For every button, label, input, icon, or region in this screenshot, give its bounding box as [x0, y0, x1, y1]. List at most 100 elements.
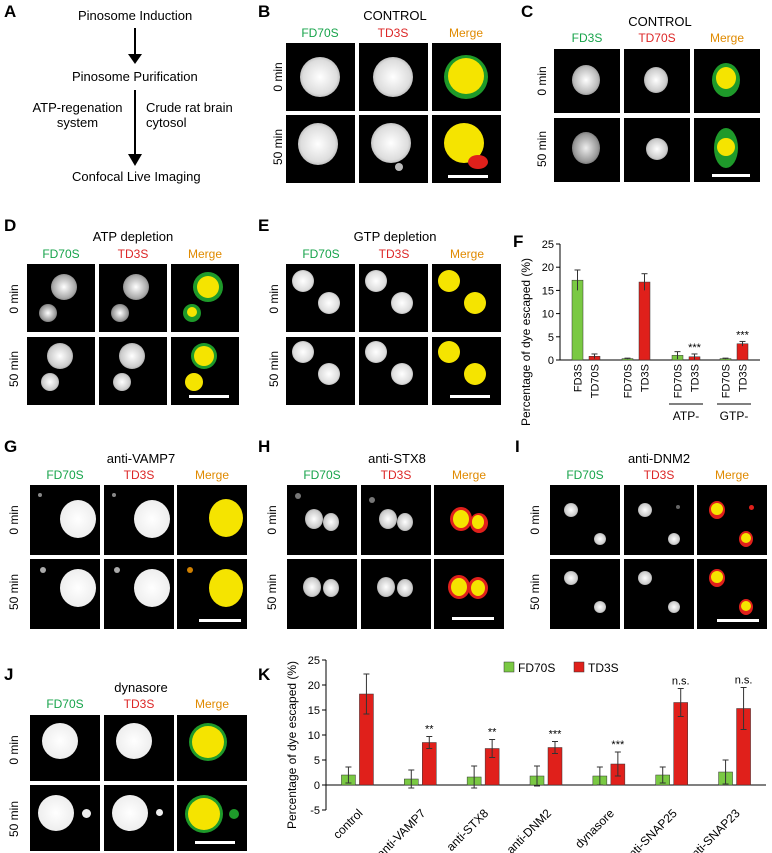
panel-g-channel-3: Merge	[194, 468, 229, 482]
panel-j-title: dynasore	[114, 680, 168, 695]
flow-note-atp-regeneration: ATP-regenation system	[30, 100, 125, 130]
panel-g-channel-1: FD70S	[46, 468, 84, 482]
chart-k-legend-swatch-td3s	[573, 661, 585, 673]
panel-e-image-r1-c1	[286, 264, 355, 332]
panel-j-image-r1-c3	[177, 715, 247, 781]
chart-f-bar-label: TD3S	[690, 364, 702, 392]
panel-b-scalebar	[448, 175, 488, 178]
panel-h-channel-2: TD3S	[380, 468, 412, 482]
chart-k: -5 0 5 10 15 20 25 Percentage of dye escaped (%…	[285, 655, 766, 853]
chart-k-y-tick-label: 20	[308, 680, 320, 692]
flow-note-cytosol-line1: Crude rat brain	[146, 100, 233, 115]
chart-f-bar-label: FD70S	[673, 364, 685, 398]
panel-label-d: D	[4, 216, 17, 235]
flow-note-cytosol-line2: cytosol	[146, 115, 187, 130]
panel-j-row-50min: 50 min	[7, 800, 21, 838]
chart-k-category-label: anti-STX8	[444, 806, 492, 853]
flow-step-pinosome-purification: Pinosome Purification	[72, 69, 198, 84]
panel-b-channel-1: FD70S	[301, 26, 339, 40]
panel-g-image-r1-c2	[104, 485, 174, 555]
chart-k-legend-swatch-fd70s	[503, 661, 515, 673]
panel-i-image-r1-c3	[697, 485, 767, 555]
chart-k-category-label: anti-VAMP7	[374, 806, 429, 853]
panel-label-e: E	[258, 216, 270, 235]
panel-label-c: C	[521, 2, 534, 21]
chart-k-significance: ***	[549, 729, 563, 741]
panel-i-row-50min: 50 min	[528, 573, 542, 611]
panel-h-image-r1-c1	[287, 485, 357, 555]
flow-step-pinosome-induction: Pinosome Induction	[78, 8, 193, 23]
panel-i-image-r2-c3	[697, 559, 767, 629]
chart-f-bar-label: FD70S	[623, 364, 635, 398]
panel-b-image-r2-c1	[286, 115, 355, 183]
panel-g-image-r1-c3	[177, 485, 247, 555]
panel-g-title: anti-VAMP7	[106, 451, 176, 466]
panel-c-title: CONTROL	[628, 14, 692, 29]
panel-b-image-r1-c3	[432, 43, 501, 111]
panel-h-image-r2-c1	[287, 559, 357, 629]
chart-k-significance: **	[425, 724, 434, 736]
panel-b-channel-3: Merge	[448, 26, 483, 40]
flow-arrow-1	[128, 28, 142, 64]
chart-k-y-tick-label: 15	[308, 705, 320, 717]
panel-c-image-r2-c2	[624, 118, 690, 182]
chart-f-y-tick-label: 0	[548, 355, 554, 367]
panel-label-f: F	[513, 232, 524, 251]
panel-c-image-r2-c1	[554, 118, 620, 182]
panel-i-image-r1-c1	[550, 485, 620, 555]
panel-b-image-r2-c3	[432, 115, 501, 183]
panel-b-title: CONTROL	[363, 8, 427, 23]
panel-j-image-r2-c2	[104, 785, 174, 851]
panel-g-row-50min: 50 min	[7, 573, 21, 611]
panel-g-image-r1-c1	[30, 485, 100, 555]
chart-k-category-label: anti-DNM2	[504, 806, 555, 853]
panel-c-channel-3: Merge	[709, 31, 744, 45]
panel-h-image-r2-c3	[434, 559, 504, 629]
panel-i-channel-2: TD3S	[643, 468, 675, 482]
panel-e-scalebar	[450, 395, 490, 398]
chart-k-legend-label-td3s: TD3S	[588, 661, 619, 675]
panel-c-channel-2: TD70S	[638, 31, 676, 45]
panel-e-image-r2-c2	[359, 337, 428, 405]
panel-b-image-r1-c2	[359, 43, 428, 111]
chart-f-bar-label: FD70S	[721, 364, 733, 398]
chart-k-y-axis-label: Percentage of dye escaped (%)	[285, 661, 299, 829]
panel-d-image-r2-c2	[99, 337, 167, 405]
chart-k-significance: **	[488, 727, 497, 739]
chart-f-bar-label: TD3S	[640, 364, 652, 392]
panel-e-channel-3: Merge	[449, 247, 484, 261]
panel-h-row-0min: 0 min	[265, 505, 279, 535]
chart-k-category-label: dynasore	[572, 806, 617, 851]
chart-k-y-tick-label: 10	[308, 730, 320, 742]
panel-d-image-r1-c1	[27, 264, 95, 332]
chart-f-bar	[736, 343, 749, 361]
panel-g-channel-2: TD3S	[123, 468, 155, 482]
panel-label-k: K	[258, 665, 271, 684]
chart-k-significance: n.s.	[672, 676, 690, 688]
panel-d-channel-3: Merge	[187, 247, 222, 261]
panel-j-channel-1: FD70S	[46, 697, 84, 711]
panel-c-image-r1-c3	[694, 49, 760, 113]
panel-d-image-r1-c2	[99, 264, 167, 332]
panel-d-title: ATP depletion	[92, 229, 174, 244]
chart-f-y-tick-label: 15	[542, 285, 554, 297]
panel-e-image-r1-c2	[359, 264, 428, 332]
panel-e-title: GTP depletion	[353, 229, 437, 244]
panel-d-image-r2-c3	[171, 337, 239, 405]
panel-h-image-r1-c2	[361, 485, 431, 555]
panel-c-scalebar	[712, 174, 750, 177]
panel-label-j: J	[4, 665, 14, 684]
panel-j-image-r2-c1	[30, 785, 100, 851]
chart-k-y-tick-label: -5	[310, 805, 320, 817]
flow-note-cytosol: Crude rat brain cytosol	[146, 100, 233, 130]
panel-d-image-r1-c3	[171, 264, 239, 332]
panel-i-channel-1: FD70S	[566, 468, 604, 482]
chart-f-group-label: ATP-	[673, 409, 699, 423]
panel-label-h: H	[258, 437, 271, 456]
chart-f-y-tick-label: 10	[542, 309, 554, 321]
panel-i-image-r1-c2	[624, 485, 694, 555]
panel-b-image-r2-c2	[359, 115, 428, 183]
panel-h-scalebar	[452, 617, 494, 620]
panel-i-title: anti-DNM2	[627, 451, 691, 466]
panel-d-channel-2: TD3S	[117, 247, 149, 261]
